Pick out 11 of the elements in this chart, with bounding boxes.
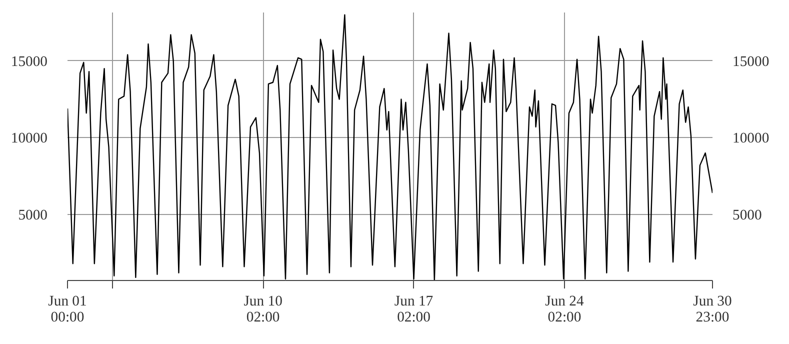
y2-tick-label: 5000 — [732, 207, 762, 224]
x-tick-label: Jun 10 02:00 — [244, 294, 282, 326]
x-tick-label: Jun 01 00:00 — [48, 294, 87, 326]
x-tick-label: Jun 24 02:00 — [545, 294, 584, 326]
y-tick-label: 5000 — [18, 207, 48, 224]
y-tick-label: 15000 — [10, 54, 48, 70]
x-tick-label: Jun 17 02:00 — [394, 294, 434, 326]
y2-tick-label: 10000 — [732, 130, 770, 147]
y2-tick-label: 15000 — [732, 54, 770, 70]
x-tick-label: Jun 30 23:00 — [693, 294, 732, 326]
y-tick-label: 10000 — [10, 130, 48, 147]
